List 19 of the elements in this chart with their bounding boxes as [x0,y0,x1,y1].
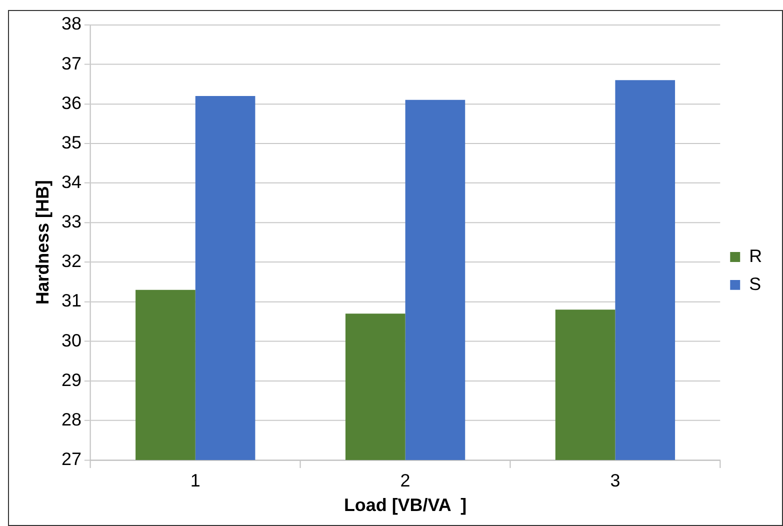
x-tick-label: 3 [610,470,620,491]
x-tick-label: 2 [400,470,410,491]
y-tick-label: 33 [61,212,82,232]
y-tick-label: 28 [61,409,82,430]
y-tick-label: 35 [61,132,82,152]
legend-label: S [749,274,762,294]
legend-label: R [749,246,762,266]
y-tick-label: 32 [61,251,82,272]
x-tick-label: 1 [190,470,200,491]
y-axis-title: Hardness [HB] [32,180,53,305]
y-tick-label: 34 [61,172,82,192]
y-tick-label: 27 [61,449,82,469]
y-tick-label: 30 [61,330,82,350]
x-axis-title: Load [VB/VA ] [344,495,467,516]
y-tick-label: 31 [61,290,82,311]
y-tick-label: 29 [61,370,82,390]
y-tick-label: 38 [61,14,82,34]
y-tick-label: 37 [61,53,82,74]
y-tick-label: 36 [61,92,82,113]
